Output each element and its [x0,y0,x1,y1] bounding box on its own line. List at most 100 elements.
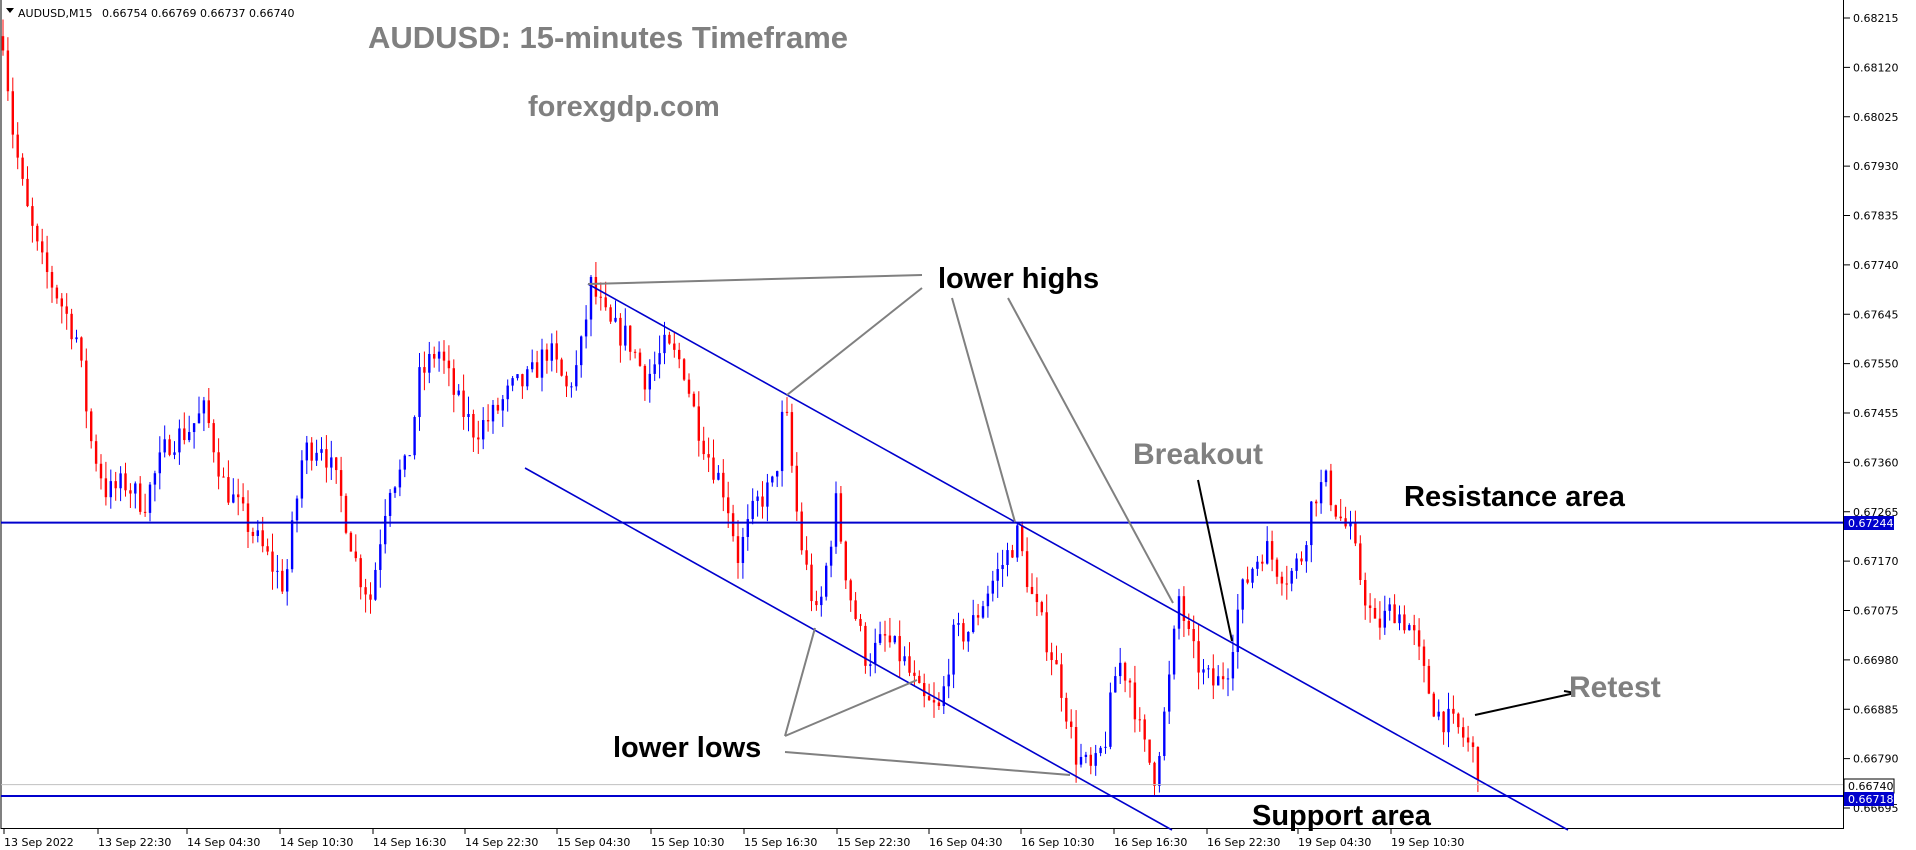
candle-body [315,452,318,461]
candle-body [1334,505,1337,517]
candle-body [829,546,833,566]
candle-body [1030,586,1034,594]
retest-pointer-line [1474,692,1576,716]
candle-body [687,379,691,394]
candle-body [624,325,627,346]
candle-body [1221,676,1225,680]
channel-upper-line [587,283,1569,831]
candle-body [1329,470,1333,506]
candle-body [1417,630,1421,647]
candles [1,19,1480,796]
candle-body [232,494,235,503]
candle-body [967,632,970,642]
y-tick-label: 0.68120 [1853,61,1899,74]
candle-body [1241,579,1244,610]
candle-body [1143,719,1146,740]
annotation-lower-highs: lower highs [938,263,1099,295]
candle-body [1266,541,1269,564]
candle-body [452,368,455,395]
candle-body [712,457,715,480]
candle-body [531,362,534,370]
lower-lows-pointer-3 [784,751,1071,776]
candle-body [85,360,88,412]
candle-body [678,349,681,360]
candle-body [90,411,93,442]
candle-body [192,423,196,433]
candle-body [1089,754,1092,766]
candle-body [65,306,68,314]
x-tick-label: 19 Sep 10:30 [1391,836,1464,849]
breakout-pointer [1197,479,1233,642]
candle-body [918,675,921,684]
candle-body [731,513,735,537]
candle-body [496,404,500,411]
candle-body [1168,674,1171,712]
candle-body [580,336,583,366]
candle-body [1364,579,1367,606]
candle-body [384,515,387,545]
header-dropdown-icon[interactable] [6,8,14,13]
y-tick-label: 0.67835 [1853,210,1899,223]
annotation-retest: Retest [1569,671,1661,704]
annotation-breakout: Breakout [1133,438,1263,471]
candle-body [741,536,745,563]
candle-body [6,50,10,92]
candle-body [99,463,103,479]
annotation-support-area: Support area [1252,800,1432,832]
candle-body [903,656,906,662]
svg-text:0.66718: 0.66718 [1848,793,1894,806]
candle-body [134,483,137,494]
candle-body [1065,697,1068,722]
candle-body [643,365,647,390]
candle-body [188,432,191,441]
candle-body [11,91,14,135]
candle-body [178,428,181,453]
candle-body [1006,550,1009,565]
candle-body [526,369,529,387]
x-tick-label: 13 Sep 2022 [4,836,74,849]
candle-body [344,495,348,533]
y-tick-label: 0.67360 [1853,456,1899,469]
candle-body [1016,525,1019,558]
candle-body [932,700,936,703]
candle-body [923,683,926,697]
y-tick-label: 0.67645 [1853,308,1899,321]
candle-body [1315,501,1318,504]
candle-body [183,428,186,441]
candle-body [937,702,941,707]
candle-body [31,206,34,226]
candle-body [271,551,274,572]
candle-body [369,594,372,600]
candle-body [153,473,157,485]
candle-body [70,313,73,340]
candle-body [1466,737,1470,743]
x-tick-label: 16 Sep 22:30 [1207,836,1280,849]
candle-body [1011,550,1014,558]
y-tick-label: 0.67075 [1853,605,1899,618]
candle-body [403,455,406,470]
horizontal-lines [1,521,1843,798]
candle-body [1153,762,1156,786]
candle-body [584,319,588,337]
candle-body [462,390,465,417]
candle-body [1319,482,1323,504]
x-tick-label: 14 Sep 04:30 [187,836,260,849]
candle-body [21,157,24,179]
candle-body [1349,523,1352,527]
candle-body [1231,652,1235,679]
lower-highs-pointer-1 [587,274,923,285]
candle-body [844,541,847,581]
candle-body [1094,753,1097,766]
candle-body [413,417,416,456]
candle-body [599,296,602,298]
candle-body [1354,523,1357,544]
candle-body [1025,551,1029,587]
x-tick-label: 16 Sep 16:30 [1114,836,1187,849]
candle-body [535,362,539,378]
candle-body [1021,525,1024,552]
x-tick-label: 16 Sep 10:30 [1021,836,1094,849]
candle-body [981,606,985,618]
candle-body [158,452,161,474]
candle-body [1437,711,1440,717]
